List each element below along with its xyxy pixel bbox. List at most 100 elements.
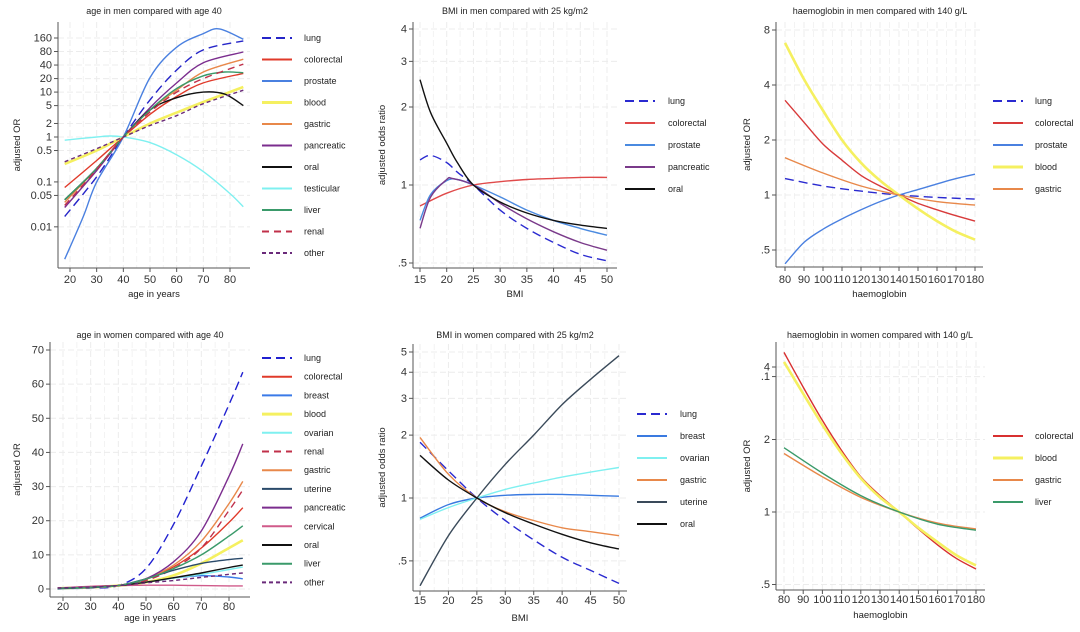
legend-label: colorectal [1035, 431, 1074, 441]
x-tick-label: 120 [852, 594, 870, 606]
y-tick-label: 1 [764, 190, 770, 202]
x-axis-label: BMI [512, 613, 529, 624]
series-line-breast [419, 493, 620, 519]
series-line-renal [64, 63, 244, 206]
legend-label: testicular [304, 184, 340, 194]
y-tick-label: 2 [764, 135, 770, 147]
legend-label: liver [304, 205, 321, 215]
y-axis-label: adjusted OR [742, 439, 753, 492]
series-line-renal [57, 489, 244, 589]
series-line-blood [783, 42, 976, 241]
x-axis-label: haemoglobin [852, 289, 906, 300]
x-tick-label: 60 [168, 601, 180, 613]
chart-panel-1: 20 30 40 50 60 70 80160804020105210.50.10.050.… [12, 6, 346, 300]
x-tick-label: 20 [442, 595, 454, 607]
chart-title: BMI in men compared with 25 kg/m2 [442, 6, 588, 16]
legend-label: blood [1035, 453, 1057, 463]
series-line-uterine [419, 355, 620, 587]
legend-label: lung [668, 96, 685, 106]
y-tick-label: 20 [32, 515, 44, 527]
x-tick-label: 40 [117, 274, 129, 286]
y-tick-label: .1 [761, 371, 770, 383]
legend-label: oral [304, 540, 319, 550]
y-tick-label: 1 [764, 507, 770, 519]
y-tick-label: 2 [46, 118, 52, 130]
x-tick-label: 70 [197, 274, 209, 286]
x-tick-label: 80 [223, 601, 235, 613]
x-tick-label: 50 [601, 274, 613, 286]
legend-label: gastric [680, 475, 707, 485]
legend-label: prostate [304, 76, 337, 86]
legend-label: liver [1035, 497, 1052, 507]
y-tick-label: 2 [764, 434, 770, 446]
series-line-lung [419, 441, 620, 585]
legend-label: breast [304, 390, 330, 400]
chart-title: age in women compared with age 40 [76, 330, 223, 340]
x-tick-label: 45 [574, 274, 586, 286]
x-tick-label: 40 [112, 601, 124, 613]
x-tick-label: 50 [144, 274, 156, 286]
y-tick-label: 3 [401, 393, 407, 405]
series-line-lung [419, 154, 608, 262]
x-tick-label: 140 [890, 274, 908, 286]
legend-label: renal [304, 447, 324, 457]
series-line-colorectal [783, 352, 977, 570]
series-line-other [57, 572, 243, 589]
legend-label: prostate [668, 140, 701, 150]
x-tick-label: 25 [471, 595, 483, 607]
x-tick-label: 50 [140, 601, 152, 613]
legend-label: ovarian [304, 428, 334, 438]
legend-label: uterine [304, 484, 332, 494]
legend-label: gastric [1035, 475, 1062, 485]
legend-label: ovarian [680, 453, 710, 463]
y-tick-label: 2 [401, 102, 407, 114]
series-line-gastric [783, 452, 977, 530]
legend-label: colorectal [304, 55, 343, 65]
legend-label: blood [304, 98, 326, 108]
y-tick-label: 30 [32, 481, 44, 493]
x-tick-label: 90 [797, 594, 809, 606]
series-line-gastric [784, 157, 976, 206]
x-tick-label: 35 [521, 274, 533, 286]
x-tick-label: 170 [948, 594, 966, 606]
y-axis-label: adjusted OR [12, 118, 23, 171]
x-tick-label: 110 [833, 274, 851, 286]
y-tick-label: 0.01 [31, 221, 52, 233]
x-tick-label: 130 [871, 274, 889, 286]
legend-label: oral [304, 162, 319, 172]
x-tick-label: 20 [64, 274, 76, 286]
chart-panel-3: 80 90 100 110 120 130 140 150 160 170 180 .5 1 2 4 8 hae… [742, 6, 1074, 300]
x-tick-label: 70 [195, 601, 207, 613]
legend-label: colorectal [304, 372, 343, 382]
legend-label: lung [1035, 96, 1052, 106]
x-tick-label: 80 [224, 274, 236, 286]
y-tick-label: 4 [764, 362, 770, 374]
y-tick-label: 0.1 [37, 176, 52, 188]
legend-label: oral [680, 519, 695, 529]
legend-label: pancreatic [304, 141, 346, 151]
y-tick-label: 50 [32, 413, 44, 425]
series-line-pancreatic [64, 51, 244, 208]
legend-label: pancreatic [668, 162, 710, 172]
y-tick-label: 0.5 [37, 145, 52, 157]
chart-title: age in men compared with age 40 [86, 6, 222, 16]
series-line-prostate [784, 173, 976, 265]
x-tick-label: 140 [890, 594, 908, 606]
chart-title: BMI in women compared with 25 kg/m2 [436, 330, 594, 340]
y-tick-label: 5 [46, 100, 52, 112]
x-tick-label: 25 [467, 274, 479, 286]
x-tick-label: 100 [814, 274, 832, 286]
y-tick-label: .5 [761, 245, 770, 257]
legend-label: lung [304, 353, 321, 363]
y-axis-label: adjusted odds ratio [377, 427, 388, 507]
series-line-liver [783, 447, 977, 531]
x-tick-label: 90 [798, 274, 810, 286]
x-tick-label: 15 [414, 274, 426, 286]
x-tick-label: 30 [499, 595, 511, 607]
series-line-lung [784, 177, 976, 200]
y-tick-label: .5 [398, 555, 407, 567]
x-tick-label: 150 [909, 274, 927, 286]
y-tick-label: 40 [32, 447, 44, 459]
x-tick-label: 15 [414, 595, 426, 607]
x-tick-label: 100 [813, 594, 831, 606]
